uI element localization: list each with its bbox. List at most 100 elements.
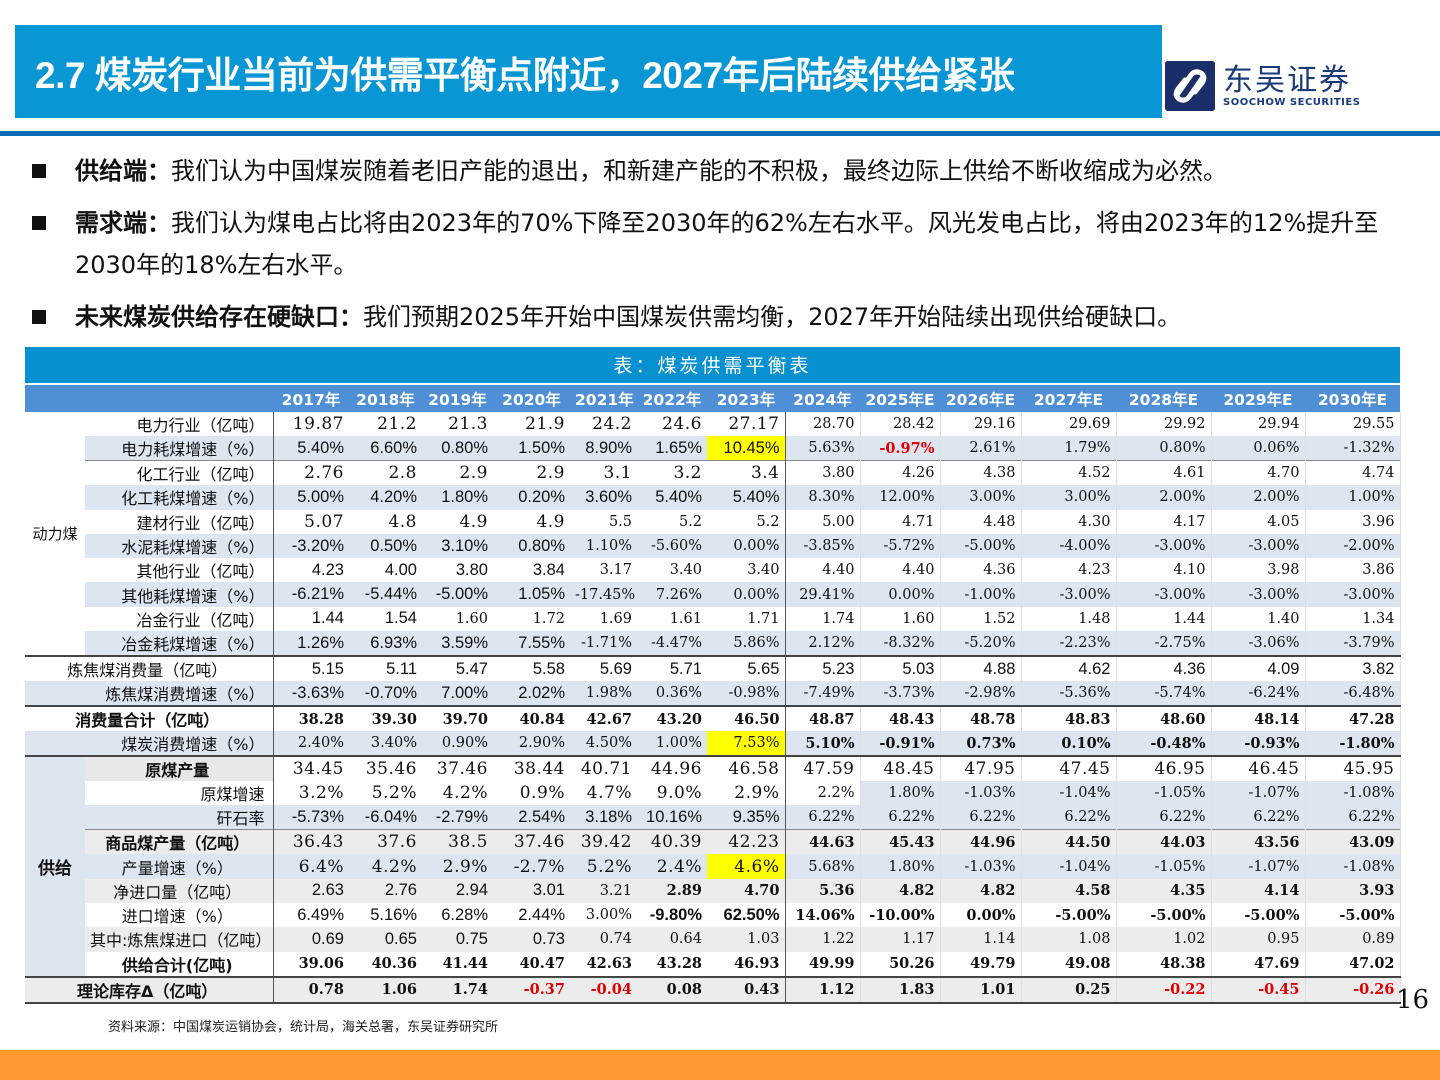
table-cell: 6.93% [349, 631, 422, 657]
col-header: 2030年E [1305, 385, 1400, 412]
table-row: 其他耗煤增速（%） -6.21% -5.44% -5.00% 1.05% -17.45% 7… [25, 582, 1401, 607]
row-label: 商品煤产量（亿吨） [85, 829, 274, 855]
table-cell: 44.96 [637, 755, 707, 782]
table-cell: 48.45 [860, 755, 941, 782]
table-cell: 0.90% [422, 731, 493, 757]
table-cell: 2.8 [349, 460, 422, 486]
table-cell: 14.06% [785, 902, 861, 928]
col-header: 2025年E [860, 385, 940, 412]
table-cell: 4.50% [570, 731, 637, 757]
table-cell: 5.40% [273, 436, 349, 461]
table-cell: 29.92 [1116, 412, 1212, 437]
table-cell: 44.96 [940, 829, 1022, 855]
table-row: 水泥耗煤增速（%） -3.20% 0.50% 3.10% 0.80% 1.10% -5.60… [25, 533, 1401, 559]
table-cell: -0.22 [1116, 975, 1212, 1004]
table-cell: 3.96 [1305, 509, 1401, 534]
table-cell: 5.11 [349, 655, 422, 682]
table-cell: -6.04% [349, 805, 422, 830]
table-cell: 0.00% [940, 902, 1022, 928]
page-title: 2.7 煤炭行业当前为供需平衡点附近，2027年后陆续供给紧张 [35, 54, 1015, 96]
row-label: 净进口量（亿吨） [85, 878, 274, 903]
table-cell: 1.48 [1021, 606, 1117, 632]
table-cell: 0.9% [493, 781, 570, 806]
table-row: 动力煤 电力行业（亿吨） 19.87 21.2 21.3 21.9 24.2 24.6 27.1… [25, 412, 1401, 657]
table-cell: 3.40 [707, 558, 786, 583]
table-cell: 3.98 [1211, 558, 1306, 583]
table-cell: -6.48% [1305, 681, 1401, 707]
bullet-text: 我们认为中国煤炭随着老旧产能的退出，和新建产能的不积极，最终边际上供给不断收缩成… [171, 157, 1227, 185]
table-cell: 4.36 [940, 558, 1022, 583]
table-cell: 4.00 [349, 558, 422, 583]
table-cell: 42.23 [707, 829, 786, 855]
table-cell: 2.76 [273, 460, 349, 486]
table-cell: 3.82 [1305, 655, 1401, 682]
table-cell: 2.9% [422, 854, 493, 879]
table-cell: 48.78 [940, 705, 1022, 732]
table-cell: 0.08 [637, 975, 707, 1004]
table-cell: 1.80% [422, 485, 493, 510]
table-body: 动力煤 电力行业（亿吨） 19.87 21.2 21.3 21.9 24.2 24.6 27.1… [25, 412, 1401, 1004]
table-cell: 0.95 [1211, 927, 1306, 952]
table-cell: -3.85% [785, 533, 861, 559]
row-label: 冶金耗煤增速（%） [85, 631, 274, 657]
square-bullet-icon [32, 216, 46, 230]
table-cell: 2.63 [273, 878, 349, 903]
table-cell: 40.47 [493, 951, 570, 977]
table-cell: -0.04 [570, 975, 637, 1004]
table-cell: 0.80% [422, 436, 493, 461]
bullet-supply: 供给端：我们认为中国煤炭随着老旧产能的退出，和新建产能的不积极，最终边际上供给不… [32, 150, 1432, 192]
table-cell: 2.94 [422, 878, 493, 903]
table-cell: -6.21% [273, 582, 349, 607]
table-cell: 12.00% [860, 485, 941, 510]
table-cell: 48.87 [785, 705, 861, 732]
bullet-separator: ： [147, 157, 171, 185]
col-header: 2028年E [1116, 385, 1211, 412]
table-row: 商品煤产量（亿吨） 36.43 37.6 38.5 37.46 39.42 40.39 42.… [25, 829, 1401, 855]
table-cell: 5.65 [707, 655, 786, 682]
table-cell: 42.63 [570, 951, 637, 977]
table-cell: 19.87 [273, 412, 349, 437]
table-cell: 4.82 [860, 878, 941, 903]
table-cell: 4.35 [1116, 878, 1212, 903]
table-cell: 5.10% [785, 731, 861, 757]
row-label: 煤炭消费增速（%） [25, 731, 274, 757]
table-cell: 29.69 [1021, 412, 1117, 437]
table-cell: 10.16% [637, 805, 707, 830]
table-cell: -4.47% [637, 631, 707, 657]
header-blank [25, 385, 273, 412]
table-cell: 4.14 [1211, 878, 1306, 903]
table-cell: 6.49% [273, 902, 349, 928]
table-cell: 1.74 [785, 606, 861, 632]
table-cell: -3.06% [1211, 631, 1306, 657]
row-label: 其他行业（亿吨） [85, 558, 274, 583]
row-label: 其他耗煤增速（%） [85, 582, 274, 607]
table-cell: 1.54 [349, 606, 422, 632]
table-cell: 2.4% [637, 854, 707, 879]
table-cell: 4.23 [1021, 558, 1117, 583]
table-cell: 0.20% [493, 485, 570, 510]
table-cell: -3.00% [1116, 582, 1212, 607]
table-cell: 1.40 [1211, 606, 1306, 632]
table-row: 产量增速（%） 6.4% 4.2% 2.9% -2.7% 5.2% 2.4% 4.6% 5.68… [25, 854, 1401, 879]
table-cell: 10.45% [707, 436, 786, 461]
table-cell: 7.26% [637, 582, 707, 607]
table-cell: 4.26 [860, 460, 941, 486]
table-cell: -5.00% [1211, 902, 1306, 928]
table-cell: 47.45 [1021, 755, 1117, 782]
table-cell: 62.50% [707, 902, 786, 928]
table-cell: -1.03% [940, 854, 1022, 879]
table-cell: 0.00% [707, 533, 786, 559]
table-cell: 40.39 [637, 829, 707, 855]
table-cell: 1.34 [1305, 606, 1401, 632]
table-cell: 5.71 [637, 655, 707, 682]
table-cell: -10.00% [860, 902, 941, 928]
table-cell: 4.09 [1211, 655, 1306, 682]
table-row: 电力耗煤增速（%） 5.40% 6.60% 0.80% 1.50% 8.90% 1.65% 1… [25, 436, 1401, 461]
table-cell: 3.10% [422, 533, 493, 559]
table-cell: 1.10% [570, 533, 637, 559]
table-cell: 1.06 [349, 975, 422, 1004]
page-number: 16 [1396, 985, 1430, 1015]
table-cell: 42.67 [570, 705, 637, 732]
table-cell: 28.70 [785, 412, 861, 437]
table-cell: 3.17 [570, 558, 637, 583]
